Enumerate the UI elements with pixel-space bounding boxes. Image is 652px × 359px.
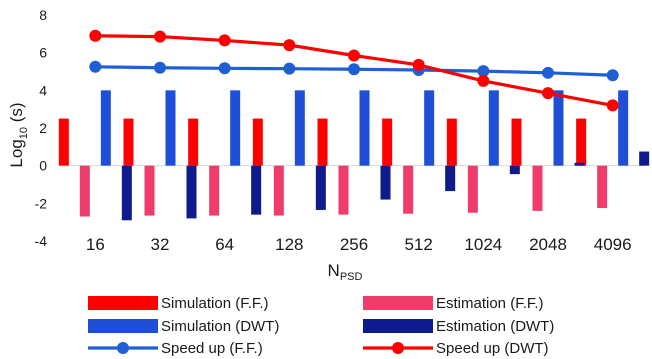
point-speed-up-f-f [348, 63, 360, 76]
y-axis-title-subscript: 10 [18, 127, 30, 139]
x-axis-title-main: N [328, 261, 340, 280]
y-tick-label: 8 [39, 7, 47, 23]
point-speed-up-dwt [283, 39, 296, 52]
point-speed-up-dwt [154, 30, 166, 43]
bars [58, 90, 650, 221]
bar-simulation-f-f [382, 118, 393, 166]
legend-swatch-estimation-dwt [363, 319, 433, 333]
point-speed-up-f-f [606, 69, 619, 82]
bar-simulation-dwt [100, 90, 111, 166]
category-label: 4096 [594, 235, 632, 254]
legend-label-simulation-dwt: Simulation (DWT) [161, 318, 279, 335]
y-axis-title: Log10 (s) [7, 102, 30, 167]
legend-label-simulation-f-f: Simulation (F.F.) [161, 295, 269, 312]
y-axis-title-suffix: (s) [7, 102, 26, 127]
bar-simulation-f-f [252, 118, 263, 166]
point-speed-up-f-f [218, 62, 231, 75]
bar-estimation-dwt [121, 165, 132, 221]
category-label: 2048 [529, 235, 567, 254]
bar-simulation-dwt [359, 90, 370, 166]
point-speed-up-dwt [477, 74, 490, 87]
bar-estimation-f-f [338, 165, 349, 215]
bar-simulation-f-f [576, 118, 587, 166]
bar-estimation-f-f [144, 165, 155, 216]
point-speed-up-dwt [542, 87, 554, 100]
x-axis-title-subscript: PSD [340, 271, 363, 283]
y-tick-labels: -4 -2 0 2 4 6 8 [35, 7, 48, 249]
point-speed-up-dwt [218, 34, 231, 47]
bar-estimation-f-f [597, 165, 608, 209]
category-label: 16 [86, 235, 105, 254]
bar-simulation-dwt [424, 90, 435, 166]
bar-simulation-dwt [553, 90, 564, 166]
bar-estimation-f-f [273, 165, 284, 216]
bar-estimation-dwt [639, 151, 650, 166]
bar-estimation-f-f [79, 165, 90, 217]
bar-simulation-f-f [317, 118, 328, 166]
y-axis-title-main: Log [7, 139, 26, 167]
category-labels: 16 32 64 128 256 512 1024 2048 4096 [86, 235, 632, 254]
legend-label-speed-up-f-f: Speed up (F.F.) [161, 340, 263, 357]
point-speed-up-f-f [477, 65, 490, 78]
legend-label-estimation-dwt: Estimation (DWT) [436, 318, 554, 335]
point-speed-up-f-f [283, 62, 296, 75]
x-axis-title: NPSD [328, 261, 363, 283]
point-speed-up-f-f [89, 60, 102, 73]
bar-estimation-dwt [186, 165, 197, 219]
category-label: 128 [275, 235, 303, 254]
bar-simulation-f-f [188, 118, 199, 166]
legend-swatch-simulation-dwt [88, 319, 158, 333]
legend-swatch-simulation-f-f [88, 296, 158, 310]
point-speed-up-f-f [542, 66, 554, 79]
bar-estimation-dwt [574, 162, 585, 166]
bar-simulation-f-f [511, 118, 522, 166]
bar-estimation-dwt [315, 165, 326, 210]
point-speed-up-dwt [89, 29, 102, 42]
bar-estimation-dwt [509, 165, 520, 175]
legend-marker-speed-up-dwt [392, 342, 404, 354]
category-label: 512 [404, 235, 432, 254]
bar-estimation-f-f [403, 165, 414, 214]
legend: Simulation (F.F.) Estimation (F.F.) Simula… [88, 295, 554, 357]
y-tick-label: -4 [35, 233, 48, 249]
bar-simulation-dwt [618, 90, 629, 166]
y-tick-label: 4 [39, 82, 47, 98]
bar-simulation-f-f [58, 118, 69, 166]
bar-estimation-dwt [251, 165, 262, 215]
y-tick-label: 6 [39, 45, 47, 61]
bar-simulation-f-f [446, 118, 457, 166]
point-speed-up-dwt [348, 49, 360, 62]
bar-simulation-dwt [165, 90, 176, 166]
bar-simulation-dwt [294, 90, 305, 166]
category-label: 32 [151, 235, 170, 254]
category-label: 1024 [464, 235, 502, 254]
bar-estimation-f-f [467, 165, 478, 213]
y-tick-label: -2 [35, 195, 48, 211]
lines [89, 29, 619, 112]
legend-swatch-estimation-f-f [363, 296, 433, 310]
bar-simulation-dwt [230, 90, 241, 166]
point-speed-up-dwt [606, 99, 619, 112]
bar-estimation-f-f [209, 165, 220, 216]
legend-label-speed-up-dwt: Speed up (DWT) [436, 340, 549, 357]
point-speed-up-f-f [154, 61, 166, 74]
bar-estimation-dwt [380, 165, 391, 200]
y-tick-label: 2 [39, 120, 47, 136]
bar-estimation-dwt [445, 165, 456, 192]
category-label: 64 [215, 235, 234, 254]
legend-marker-speed-up-f-f [117, 342, 129, 354]
category-label: 256 [340, 235, 368, 254]
bar-estimation-f-f [532, 165, 543, 211]
point-speed-up-dwt [412, 58, 425, 71]
bar-simulation-dwt [488, 90, 499, 166]
bar-simulation-f-f [123, 118, 134, 166]
y-tick-label: 0 [39, 158, 47, 174]
legend-label-estimation-f-f: Estimation (F.F.) [436, 295, 544, 312]
